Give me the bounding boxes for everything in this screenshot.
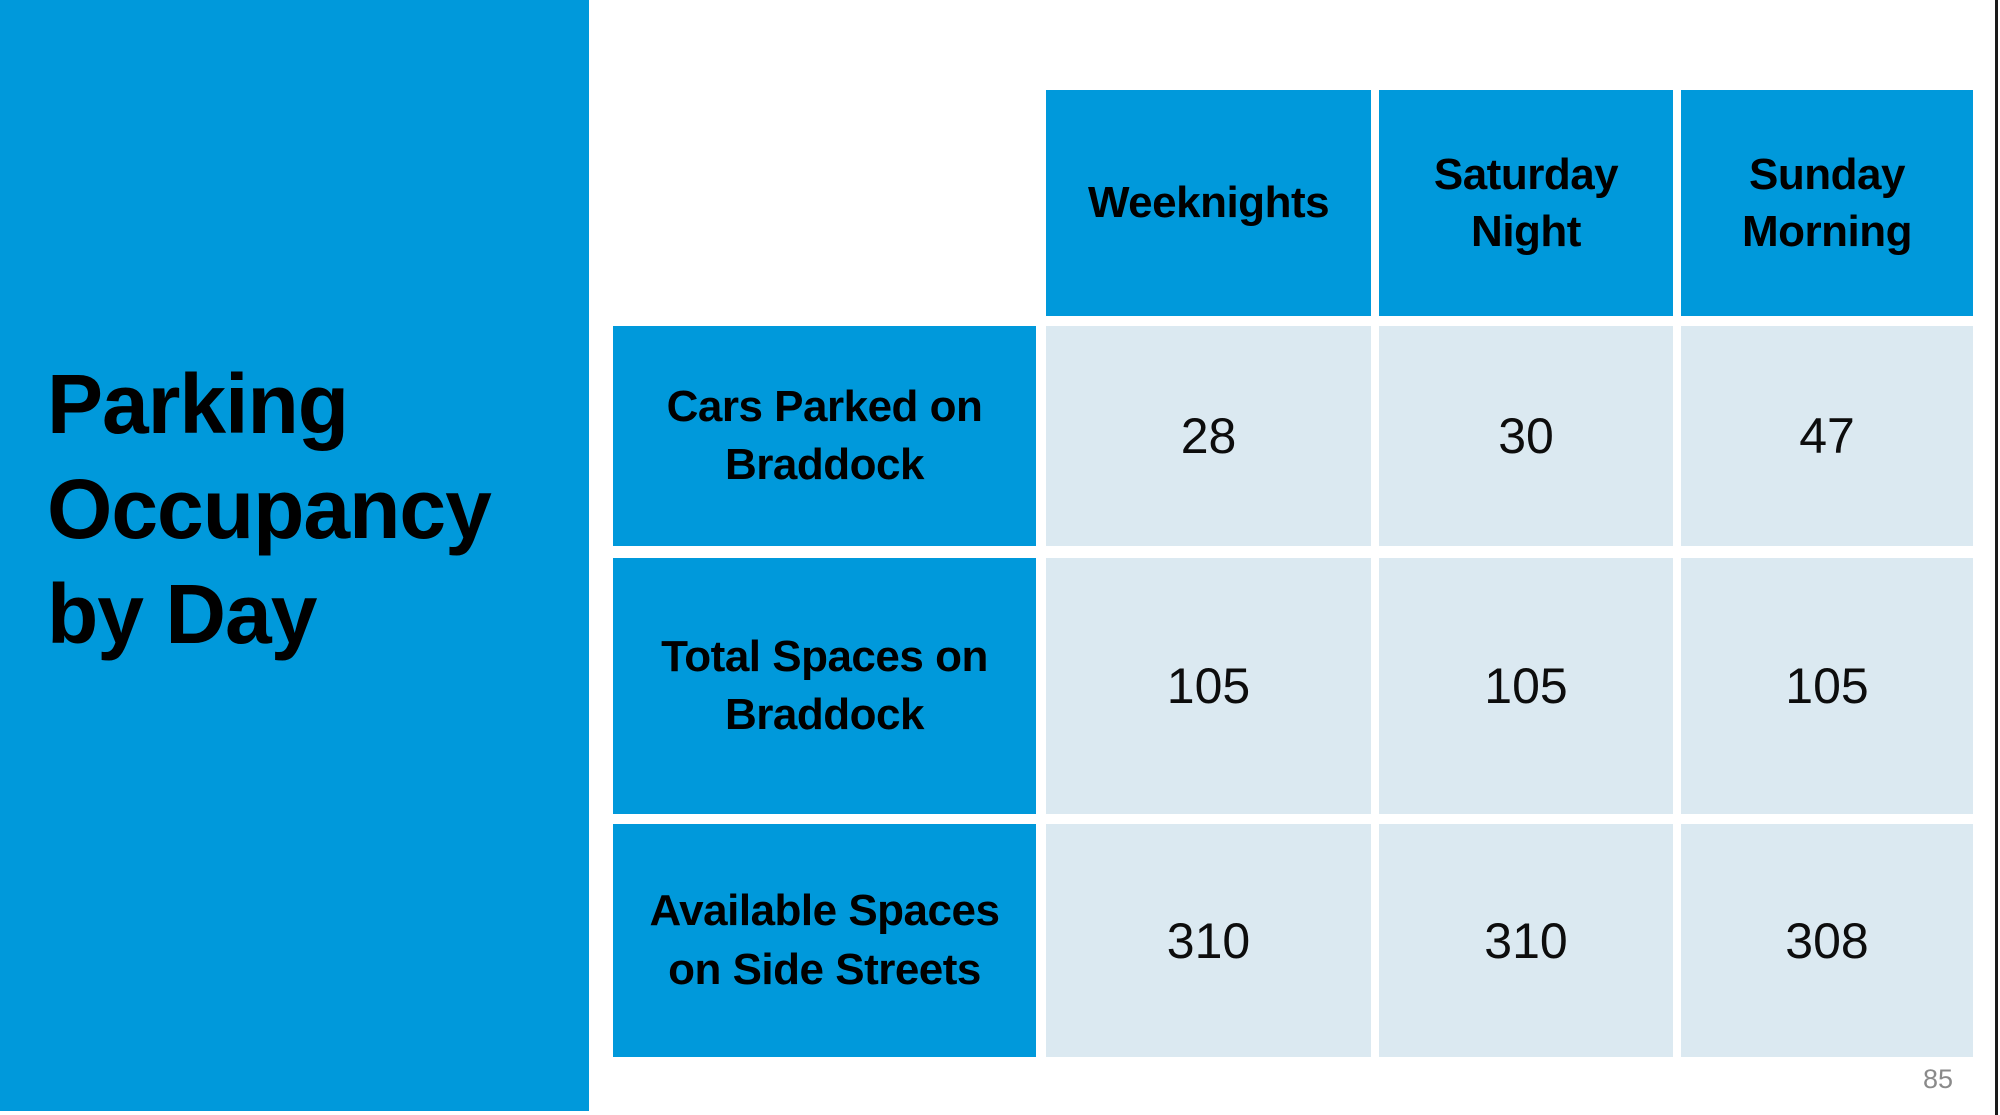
column-header-saturday-night: Saturday Night: [1379, 90, 1673, 316]
page-number: 85: [1922, 1064, 1953, 1094]
value-cars-sunday: 47: [1681, 326, 1973, 546]
row-header-total-spaces: Total Spaces on Braddock: [613, 558, 1036, 814]
slide-edge-line: [1995, 0, 1998, 1115]
row-header-cars-parked: Cars Parked on Braddock: [613, 326, 1036, 546]
slide-title: Parking Occupancy by Day: [47, 357, 492, 661]
value-available-sunday: 308: [1681, 824, 1973, 1057]
value-available-saturday: 310: [1379, 824, 1673, 1057]
value-total-saturday: 105: [1379, 558, 1673, 814]
value-cars-weeknights: 28: [1046, 326, 1371, 546]
row-header-available-spaces: Available Spaces on Side Streets: [613, 824, 1036, 1057]
value-cars-saturday: 30: [1379, 326, 1673, 546]
column-header-sunday-morning: Sunday Morning: [1681, 90, 1973, 316]
parking-occupancy-table: Weeknights Saturday Night Sunday Morning…: [613, 90, 1973, 1057]
value-available-weeknights: 310: [1046, 824, 1371, 1057]
value-total-sunday: 105: [1681, 558, 1973, 814]
title-accent-panel: [0, 0, 589, 1111]
value-total-weeknights: 105: [1046, 558, 1371, 814]
column-header-weeknights: Weeknights: [1046, 90, 1371, 316]
